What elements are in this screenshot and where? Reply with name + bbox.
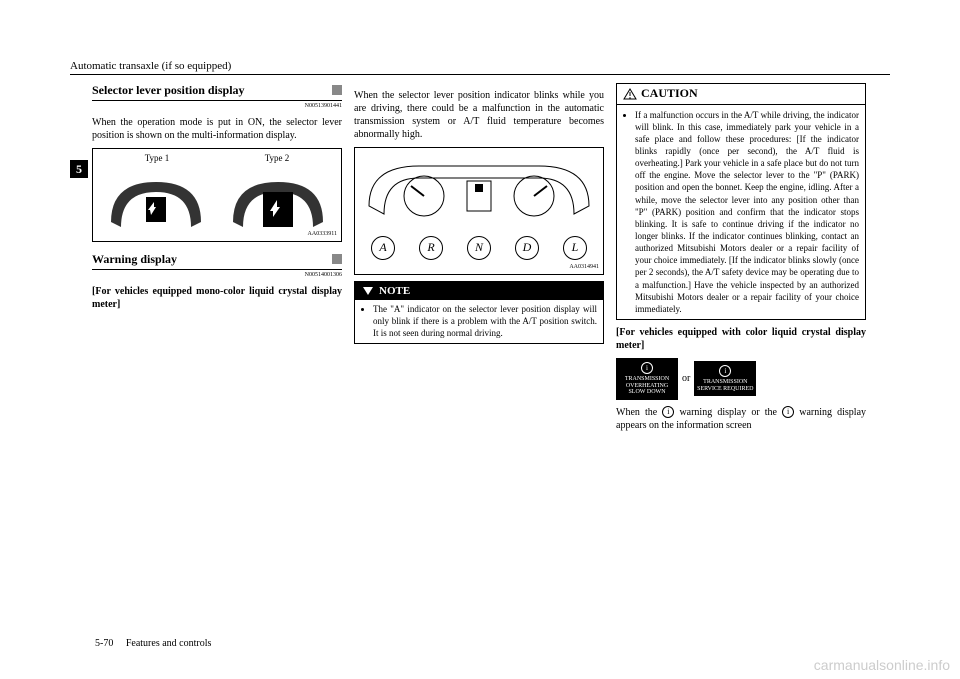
note-body: The "A" indicator on the selector lever … xyxy=(355,300,603,343)
figure-label-2: AA0314941 xyxy=(569,264,599,272)
content-columns: Selector lever position display N0051390… xyxy=(70,83,890,438)
gauge-type2 xyxy=(219,167,337,237)
para-color-meter: [For vehicles equipped with color liquid… xyxy=(616,326,866,352)
gauge-type1 xyxy=(97,167,215,237)
gear-l: L xyxy=(563,236,587,260)
caution-box: CAUTION If a malfunction occurs in the A… xyxy=(616,83,866,320)
warning-icon-row: i TRANSMISSION OVERHEATING SLOW DOWN or … xyxy=(616,358,866,400)
column-1: Selector lever position display N0051390… xyxy=(92,83,342,438)
fig-label-type2: Type 2 xyxy=(265,153,290,165)
gear-a: A xyxy=(371,236,395,260)
note-box: NOTE The "A" indicator on the selector l… xyxy=(354,281,604,344)
caution-title-text: CAUTION xyxy=(641,86,698,102)
section-title-selector: Selector lever position display xyxy=(92,83,342,101)
page-header: Automatic transaxle (if so equipped) xyxy=(70,60,890,75)
info-icon: i xyxy=(641,362,653,374)
inline-info-icon: i xyxy=(782,406,794,418)
para-selector-intro: When the operation mode is put in ON, th… xyxy=(92,116,342,142)
note-title-text: NOTE xyxy=(379,284,410,298)
column-3: CAUTION If a malfunction occurs in the A… xyxy=(616,83,866,438)
section-code-2: N00514001306 xyxy=(92,272,342,280)
para-mono-meter: [For vehicles equipped mono-color liquid… xyxy=(92,285,342,311)
warn-icon-service-text: TRANSMISSION SERVICE REQUIRED xyxy=(696,379,754,392)
note-icon xyxy=(361,285,375,297)
figure-label-1: AA0333911 xyxy=(308,231,337,239)
watermark: carmanualsonline.info xyxy=(814,657,950,673)
page-footer: 5-70 Features and controls xyxy=(95,638,211,649)
note-title: NOTE xyxy=(355,282,603,300)
para-warning-info: When the i warning display or the i warn… xyxy=(616,406,866,432)
page: Automatic transaxle (if so equipped) 5 S… xyxy=(0,0,960,468)
page-number: 5-70 xyxy=(95,638,113,649)
caution-body-text: If a malfunction occurs in the A/T while… xyxy=(635,109,859,315)
warn-icon-overheat-text: TRANSMISSION OVERHEATING SLOW DOWN xyxy=(618,376,676,396)
info-icon: i xyxy=(719,365,731,377)
caution-icon xyxy=(623,88,637,100)
footer-section: Features and controls xyxy=(126,638,212,649)
figure-instrument-cluster: A R N D L AA0314941 xyxy=(354,147,604,275)
note-body-text: The "A" indicator on the selector lever … xyxy=(373,304,597,339)
or-label: or xyxy=(682,372,690,385)
gear-d: D xyxy=(515,236,539,260)
warn-icon-overheat: i TRANSMISSION OVERHEATING SLOW DOWN xyxy=(616,358,678,400)
warn-icon-service: i TRANSMISSION SERVICE REQUIRED xyxy=(694,361,756,396)
para-blink-warning: When the selector lever position indicat… xyxy=(354,89,604,141)
gear-n: N xyxy=(467,236,491,260)
gear-row: A R N D L xyxy=(359,236,599,260)
inline-info-icon: i xyxy=(662,406,674,418)
column-2: When the selector lever position indicat… xyxy=(354,83,604,438)
fig-label-type1: Type 1 xyxy=(145,153,170,165)
caution-body: If a malfunction occurs in the A/T while… xyxy=(617,105,865,319)
caution-title: CAUTION xyxy=(617,84,865,105)
section-title-warning: Warning display xyxy=(92,252,342,270)
figure-type-displays: Type 1 Type 2 xyxy=(92,148,342,242)
section-code-1: N00513901441 xyxy=(92,103,342,111)
chapter-tab: 5 xyxy=(70,160,88,178)
gear-r: R xyxy=(419,236,443,260)
